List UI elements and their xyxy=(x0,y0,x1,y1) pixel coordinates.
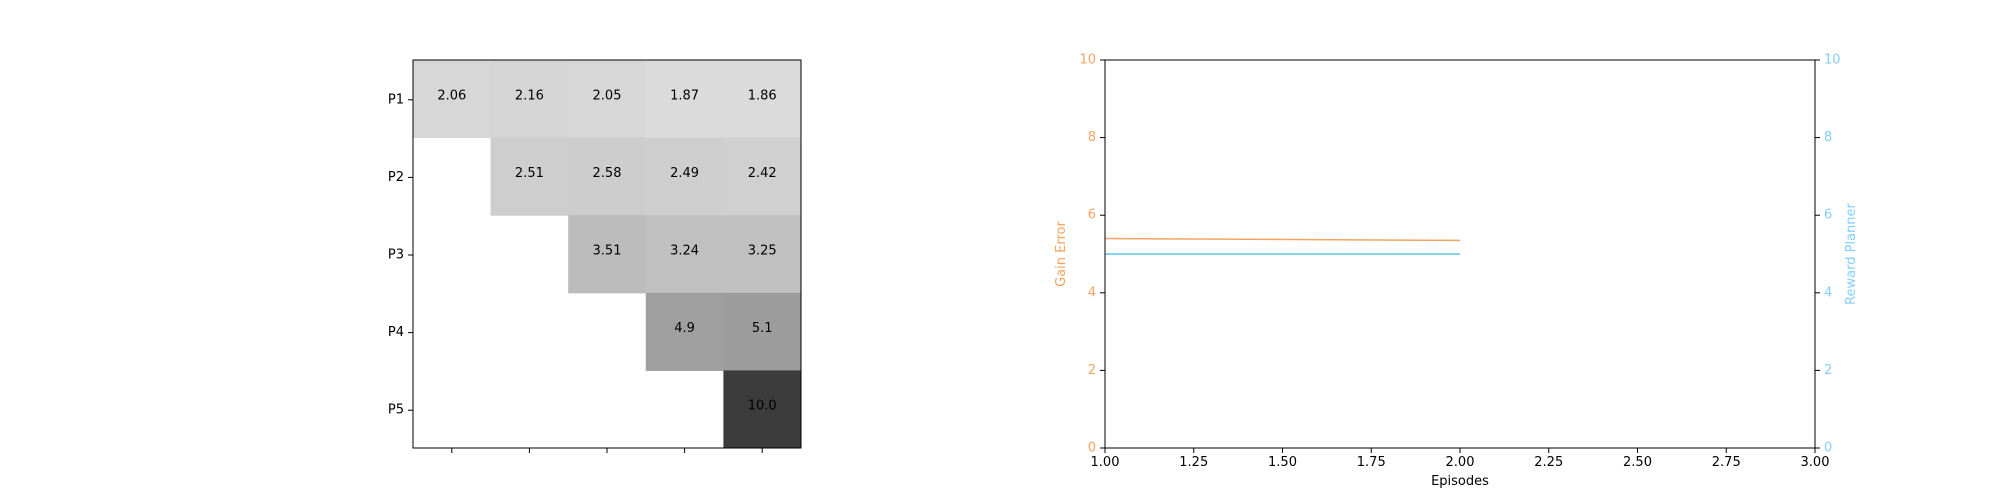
y-left-tick-label: 4 xyxy=(1088,285,1096,300)
heatmap-x-ticks xyxy=(451,448,763,453)
y-right-tick-label: 10 xyxy=(1824,53,1841,68)
x-tick-label: 2.50 xyxy=(1623,455,1652,470)
heatmap-cell xyxy=(645,215,724,294)
heatmap-value-label: 1.87 xyxy=(670,88,699,103)
heatmap-value-label: 4.9 xyxy=(674,321,695,336)
heatmap-cell xyxy=(568,60,647,139)
heatmap-value-label: 3.51 xyxy=(593,244,622,259)
heatmap-cell xyxy=(490,137,569,216)
heatmap-cell xyxy=(645,60,724,139)
heatmap-value-label: 2.05 xyxy=(593,88,622,103)
heatmap-row-label: P2 xyxy=(388,170,404,185)
heatmap-row-label: P1 xyxy=(388,92,404,107)
heatmap-cell xyxy=(723,137,802,216)
y-left-tick-label: 2 xyxy=(1088,363,1096,378)
y-left-tick-label: 0 xyxy=(1088,441,1096,456)
y-right-tick-label: 6 xyxy=(1824,208,1832,223)
series-line-left xyxy=(1104,237,1461,242)
heatmap-cell xyxy=(568,215,647,294)
heatmap-row-label: P3 xyxy=(388,248,404,263)
heatmap-cell xyxy=(568,137,647,216)
y-left-tick-label: 8 xyxy=(1088,130,1096,145)
heatmap-value-label: 10.0 xyxy=(748,399,777,414)
y-left-axis-label: Gain Error xyxy=(1054,220,1069,286)
heatmap-value-label: 1.86 xyxy=(748,88,777,103)
heatmap-value-label: 2.06 xyxy=(437,88,466,103)
line-y-left-ticks: 0 2 4 6 8 10 xyxy=(1079,53,1105,456)
y-right-tick-label: 2 xyxy=(1824,363,1832,378)
x-tick-label: 1.75 xyxy=(1357,455,1386,470)
heatmap-value-label: 2.49 xyxy=(670,166,699,181)
heatmap-cell xyxy=(723,370,802,449)
heatmap-value-label: 2.51 xyxy=(515,166,544,181)
heatmap-y-ticks: P1 P2 P3 P4 P5 xyxy=(388,92,413,418)
x-tick-label: 2.00 xyxy=(1446,455,1475,470)
heatmap-cell xyxy=(723,60,802,139)
y-left-tick-label: 6 xyxy=(1088,208,1096,223)
heatmap-cell xyxy=(723,292,802,371)
y-right-tick-label: 4 xyxy=(1824,285,1832,300)
heatmap-cell xyxy=(723,215,802,294)
heatmap-value-label: 2.42 xyxy=(748,166,777,181)
x-tick-label: 1.25 xyxy=(1179,455,1208,470)
x-axis-label: Episodes xyxy=(1431,474,1489,489)
heatmap-cell xyxy=(645,292,724,371)
y-right-tick-label: 8 xyxy=(1824,130,1832,145)
heatmap-value-label: 2.58 xyxy=(593,166,622,181)
x-tick-label: 1.00 xyxy=(1091,455,1120,470)
heatmap-value-label: 3.25 xyxy=(748,244,777,259)
heatmap-value-labels: 2.06 2.16 2.05 1.87 1.86 2.51 2.58 2.49 2.42 3.51… xyxy=(437,88,776,413)
heatmap-cell xyxy=(645,137,724,216)
heatmap-row-label: P4 xyxy=(388,325,404,340)
x-tick-label: 2.75 xyxy=(1712,455,1741,470)
y-right-tick-label: 0 xyxy=(1824,441,1832,456)
heatmap-cells xyxy=(413,60,802,449)
line-series xyxy=(1104,237,1461,255)
heatmap-value-label: 2.16 xyxy=(515,88,544,103)
heatmap-row-label: P5 xyxy=(388,403,404,418)
y-left-tick-label: 10 xyxy=(1079,53,1096,68)
x-tick-label: 1.50 xyxy=(1268,455,1297,470)
line-y-right-ticks: 0 2 4 6 8 10 xyxy=(1815,53,1841,456)
heatmap-cell xyxy=(490,60,569,139)
x-tick-label: 2.25 xyxy=(1534,455,1563,470)
line-x-ticks: 1.00 1.25 1.50 1.75 2.00 2.25 2.50 2.75 3.00 xyxy=(1091,448,1830,470)
heatmap-chart: 2.06 2.16 2.05 1.87 1.86 2.51 2.58 2.49 2.42 3.51… xyxy=(388,59,802,453)
heatmap-value-label: 3.24 xyxy=(670,244,699,259)
heatmap-value-label: 5.1 xyxy=(752,321,773,336)
x-tick-label: 3.00 xyxy=(1801,455,1830,470)
line-chart: 1.00 1.25 1.50 1.75 2.00 2.25 2.50 2.75 3.00 0 2 4… xyxy=(1054,53,1859,490)
y-right-axis-label: Reward Planner xyxy=(1844,202,1859,304)
heatmap-cell xyxy=(413,60,492,139)
